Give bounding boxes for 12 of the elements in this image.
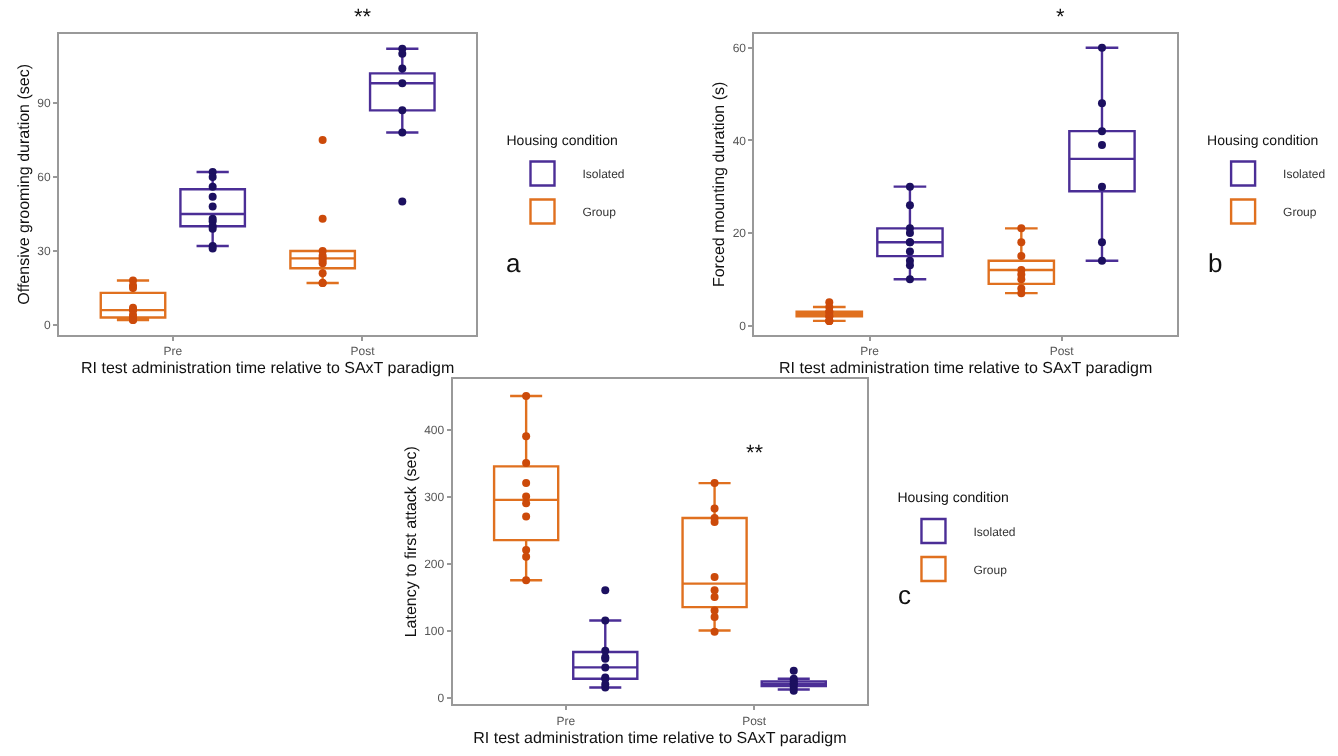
text: *: [1056, 6, 1066, 30]
text: **: [354, 6, 373, 30]
y-axis-title: Offensive grooming duration (sec): [14, 63, 33, 305]
y-axis-title: Forced mounting duration (s): [710, 80, 729, 288]
annotation: **: [746, 442, 765, 466]
text: b: [1208, 248, 1223, 278]
text: c: [898, 580, 912, 610]
x-axis-title: RI test administration time relative to SAxT paradigm: [779, 359, 1153, 378]
x-axis-title: RI test administration time relative to SAxT paradigm: [81, 359, 455, 378]
x-axis-title: RI test administration time relative to SAxT paradigm: [473, 728, 848, 747]
y-axis-title: Latency to first attack (sec): [401, 445, 420, 638]
text: a: [506, 248, 522, 278]
